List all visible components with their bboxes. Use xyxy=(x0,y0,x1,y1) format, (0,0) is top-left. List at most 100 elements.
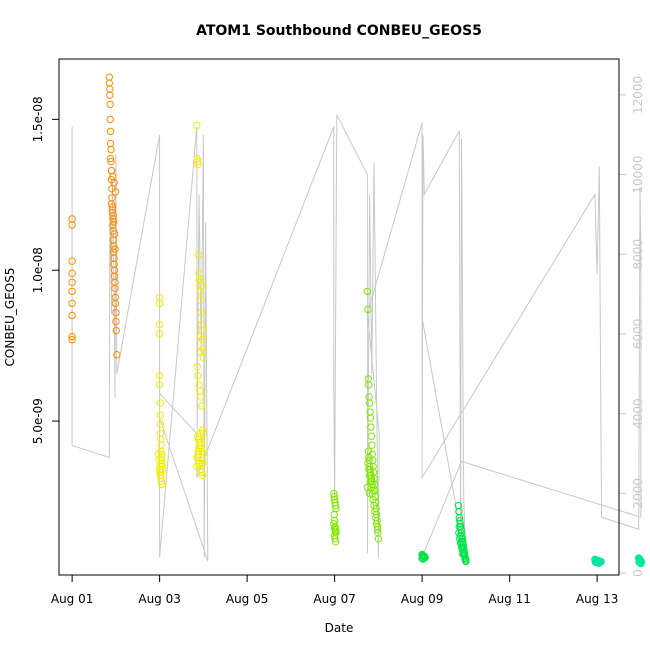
data-point xyxy=(197,468,206,477)
data-point xyxy=(194,251,203,259)
data-point xyxy=(106,154,115,163)
data-point xyxy=(112,317,120,326)
data-point xyxy=(157,477,166,486)
data-point xyxy=(373,526,382,534)
data-point xyxy=(374,535,383,543)
data-point xyxy=(111,245,119,253)
data-point xyxy=(197,393,205,401)
data-point xyxy=(366,414,375,422)
series-5 xyxy=(591,554,645,568)
data-point xyxy=(637,559,645,568)
data-point xyxy=(364,447,372,455)
data-point xyxy=(331,535,339,543)
data-point xyxy=(331,501,340,510)
data-point xyxy=(68,257,76,265)
data-point xyxy=(155,372,164,380)
y2-tick-label: 6000 xyxy=(631,319,645,350)
data-point xyxy=(365,381,373,389)
data-point xyxy=(331,527,340,535)
data-point xyxy=(197,281,206,289)
data-point xyxy=(110,230,119,238)
data-point xyxy=(111,188,120,196)
data-point xyxy=(196,429,205,437)
series-2 xyxy=(154,121,208,489)
data-point xyxy=(193,462,201,471)
data-point xyxy=(68,269,76,277)
data-point xyxy=(107,145,115,154)
altitude-trace xyxy=(71,114,642,562)
data-point xyxy=(194,372,202,380)
data-point xyxy=(330,524,339,532)
y2-tick-label: 8000 xyxy=(631,239,645,270)
x-tick-label: Aug 05 xyxy=(226,592,269,606)
data-point xyxy=(364,305,372,314)
series-3 xyxy=(330,287,383,546)
data-point xyxy=(419,555,427,563)
data-point xyxy=(156,399,165,407)
data-point xyxy=(107,157,115,166)
data-point xyxy=(459,550,467,558)
y2-tick-label: 12000 xyxy=(631,76,645,114)
data-point xyxy=(368,477,376,486)
data-point xyxy=(158,480,166,489)
data-point xyxy=(461,554,469,563)
y-tick-label: 5.0e-09 xyxy=(31,398,45,444)
data-point xyxy=(460,551,468,560)
y2-tick-label: 10000 xyxy=(631,156,645,194)
data-point xyxy=(111,284,119,292)
data-point xyxy=(455,523,463,531)
data-point xyxy=(331,538,340,546)
data-point xyxy=(365,489,374,498)
data-point xyxy=(156,411,165,419)
data-point xyxy=(198,459,207,468)
data-point xyxy=(194,447,203,455)
data-point xyxy=(595,559,603,567)
altitude-line xyxy=(71,114,642,562)
data-point xyxy=(68,332,76,341)
data-point xyxy=(155,320,164,329)
data-point xyxy=(194,160,202,169)
y2-tick-label: 4000 xyxy=(631,398,645,429)
data-point xyxy=(110,179,118,187)
data-point xyxy=(196,348,204,356)
data-point xyxy=(68,221,76,229)
data-point xyxy=(197,332,205,341)
data-point xyxy=(106,100,114,109)
data-point xyxy=(368,441,376,449)
chart-title: ATOM1 Southbound CONBEU_GEOS5 xyxy=(196,23,482,39)
data-point xyxy=(635,558,643,566)
data-point xyxy=(421,553,429,561)
data-point xyxy=(195,444,203,452)
data-point xyxy=(106,115,114,124)
y-axis-label: CONBEU_GEOS5 xyxy=(3,268,17,367)
data-point xyxy=(155,381,164,389)
data-point xyxy=(367,432,376,440)
data-point xyxy=(68,335,76,344)
data-point xyxy=(365,456,373,464)
x-tick-label: Aug 13 xyxy=(576,592,619,606)
data-point xyxy=(68,299,76,308)
data-point xyxy=(113,351,121,359)
x-tick-label: Aug 11 xyxy=(488,592,531,606)
data-point xyxy=(194,157,202,166)
data-point xyxy=(155,299,164,308)
x-tick-label: Aug 09 xyxy=(401,592,444,606)
data-point xyxy=(197,402,206,410)
data-point xyxy=(363,287,372,296)
data-point xyxy=(330,520,338,528)
data-point xyxy=(106,91,114,99)
data-point xyxy=(367,423,375,431)
data-point xyxy=(462,556,470,564)
data-point xyxy=(197,296,205,305)
data-point xyxy=(420,554,428,562)
data-point xyxy=(106,127,115,136)
data-point xyxy=(156,420,165,428)
series-4 xyxy=(418,501,470,566)
y2-tick-label: 0 xyxy=(631,569,645,577)
x-axis-label: Date xyxy=(325,621,354,635)
data-point xyxy=(68,287,76,296)
data-point xyxy=(112,326,121,335)
data-point xyxy=(68,311,76,320)
y-tick-label: 1.5e-08 xyxy=(31,96,45,142)
